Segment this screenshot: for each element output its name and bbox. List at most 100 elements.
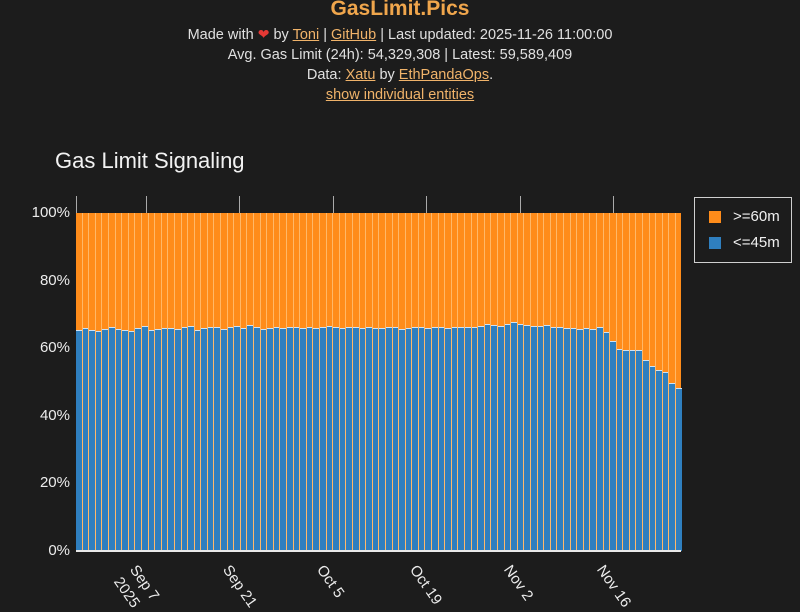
bar[interactable] xyxy=(214,213,222,551)
bar[interactable] xyxy=(207,213,215,551)
bar[interactable] xyxy=(471,213,479,551)
bar[interactable] xyxy=(577,213,584,551)
bar[interactable] xyxy=(148,213,156,551)
bar[interactable] xyxy=(649,213,657,551)
bar[interactable] xyxy=(115,213,123,551)
bar[interactable] xyxy=(524,213,531,551)
bar[interactable] xyxy=(234,213,241,551)
bar[interactable] xyxy=(418,213,426,551)
bar[interactable] xyxy=(293,213,301,551)
bar[interactable] xyxy=(141,213,149,551)
site-title[interactable]: GasLimit.Pics xyxy=(330,0,470,20)
bar[interactable] xyxy=(379,213,386,551)
bar[interactable] xyxy=(346,213,353,551)
bar[interactable] xyxy=(135,213,142,551)
bar[interactable] xyxy=(563,213,571,551)
bar[interactable] xyxy=(95,213,103,551)
bar[interactable] xyxy=(359,213,367,551)
bar[interactable] xyxy=(570,213,578,551)
bar[interactable] xyxy=(267,213,274,551)
bar[interactable] xyxy=(306,213,314,551)
bar[interactable] xyxy=(491,213,498,551)
bar[interactable] xyxy=(240,213,248,551)
bar[interactable] xyxy=(425,213,433,551)
bar[interactable] xyxy=(669,213,677,551)
legend-item-ge60m[interactable]: >=60m xyxy=(709,208,780,225)
bar[interactable] xyxy=(280,213,287,551)
bar[interactable] xyxy=(287,213,294,551)
bar[interactable] xyxy=(451,213,459,551)
author-link[interactable]: Toni xyxy=(292,27,320,43)
bar[interactable] xyxy=(181,213,189,551)
bar[interactable] xyxy=(676,213,682,551)
bar[interactable] xyxy=(432,213,439,551)
bar[interactable] xyxy=(201,213,208,551)
github-link[interactable]: GitHub xyxy=(331,27,377,43)
bar[interactable] xyxy=(530,213,538,551)
bar[interactable] xyxy=(76,213,83,551)
bar[interactable] xyxy=(636,213,644,551)
bar[interactable] xyxy=(484,213,492,551)
bar[interactable] xyxy=(174,213,182,551)
bar[interactable] xyxy=(122,213,129,551)
bar[interactable] xyxy=(254,213,261,551)
bar[interactable] xyxy=(194,213,202,551)
bar[interactable] xyxy=(537,213,545,551)
bar[interactable] xyxy=(161,213,169,551)
bar[interactable] xyxy=(445,213,452,551)
bar[interactable] xyxy=(511,213,518,551)
bar[interactable] xyxy=(550,213,558,551)
plot-area[interactable] xyxy=(76,213,682,551)
bar[interactable] xyxy=(333,213,340,551)
show-individual-entities-link[interactable]: show individual entities xyxy=(325,87,475,103)
bar[interactable] xyxy=(155,213,162,551)
bar[interactable] xyxy=(188,213,195,551)
bar[interactable] xyxy=(603,213,611,551)
bar[interactable] xyxy=(662,213,670,551)
bar[interactable] xyxy=(596,213,604,551)
bar[interactable] xyxy=(221,213,228,551)
bar[interactable] xyxy=(438,213,446,551)
bar[interactable] xyxy=(128,213,136,551)
bar[interactable] xyxy=(504,213,512,551)
bar[interactable] xyxy=(458,213,466,551)
bar[interactable] xyxy=(610,213,617,551)
xatu-link[interactable]: Xatu xyxy=(345,67,376,83)
bar[interactable] xyxy=(465,213,472,551)
bar[interactable] xyxy=(385,213,393,551)
bar[interactable] xyxy=(399,213,406,551)
bar[interactable] xyxy=(108,213,116,551)
bar[interactable] xyxy=(623,213,630,551)
bar[interactable] xyxy=(405,213,413,551)
bar[interactable] xyxy=(247,213,255,551)
bar[interactable] xyxy=(273,213,281,551)
bar[interactable] xyxy=(656,213,663,551)
ethpandaops-link[interactable]: EthPandaOps xyxy=(398,67,490,83)
bar[interactable] xyxy=(313,213,320,551)
bar[interactable] xyxy=(82,213,90,551)
bar[interactable] xyxy=(412,213,419,551)
bar[interactable] xyxy=(372,213,380,551)
bar[interactable] xyxy=(300,213,307,551)
bar[interactable] xyxy=(498,213,505,551)
bar[interactable] xyxy=(339,213,347,551)
bar[interactable] xyxy=(583,213,591,551)
legend-item-le45m[interactable]: <=45m xyxy=(709,234,780,251)
bar[interactable] xyxy=(260,213,268,551)
bar[interactable] xyxy=(102,213,109,551)
bar[interactable] xyxy=(168,213,175,551)
bar[interactable] xyxy=(478,213,485,551)
bar[interactable] xyxy=(352,213,360,551)
bar[interactable] xyxy=(392,213,400,551)
bar[interactable] xyxy=(319,213,327,551)
bar[interactable] xyxy=(326,213,334,551)
bar[interactable] xyxy=(557,213,564,551)
bar[interactable] xyxy=(517,213,525,551)
bar[interactable] xyxy=(643,213,650,551)
bar[interactable] xyxy=(629,213,637,551)
bar[interactable] xyxy=(544,213,551,551)
bar[interactable] xyxy=(89,213,96,551)
bar[interactable] xyxy=(590,213,597,551)
bar[interactable] xyxy=(616,213,624,551)
bar[interactable] xyxy=(366,213,373,551)
